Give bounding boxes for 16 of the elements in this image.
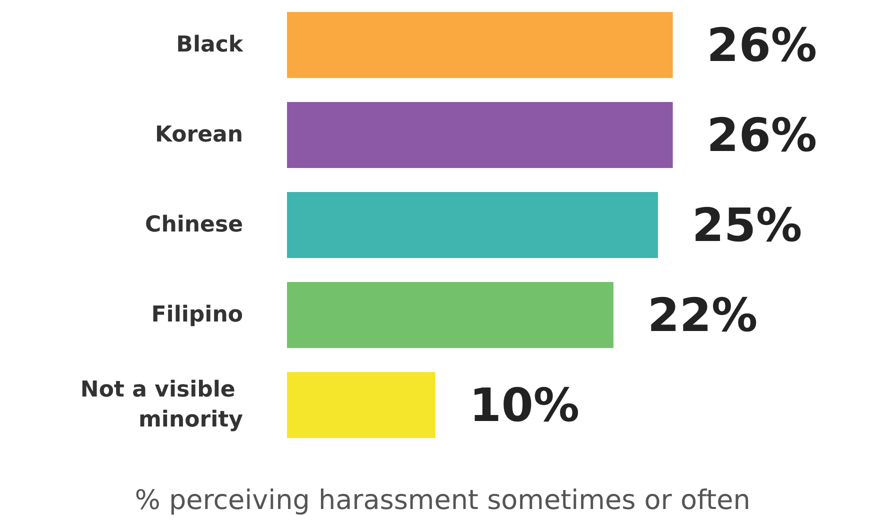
data-label: 22% — [647, 288, 758, 342]
x-axis-title: % perceiving harassment sometimes or often — [134, 485, 750, 516]
y-tick-label: Filipino — [151, 302, 243, 328]
y-tick-label: Black — [176, 32, 244, 58]
data-label: 25% — [692, 198, 802, 252]
y-tick-label: Korean — [154, 122, 243, 148]
data-label: 26% — [706, 18, 817, 72]
bar — [287, 192, 658, 258]
data-label: 10% — [469, 378, 580, 432]
y-tick-label: Not a visible minority — [80, 378, 243, 432]
data-label: 26% — [706, 108, 817, 162]
bar — [287, 102, 673, 168]
bar — [287, 372, 436, 438]
y-tick-label: Chinese — [145, 212, 243, 238]
bar — [287, 282, 614, 348]
bar — [287, 12, 673, 78]
